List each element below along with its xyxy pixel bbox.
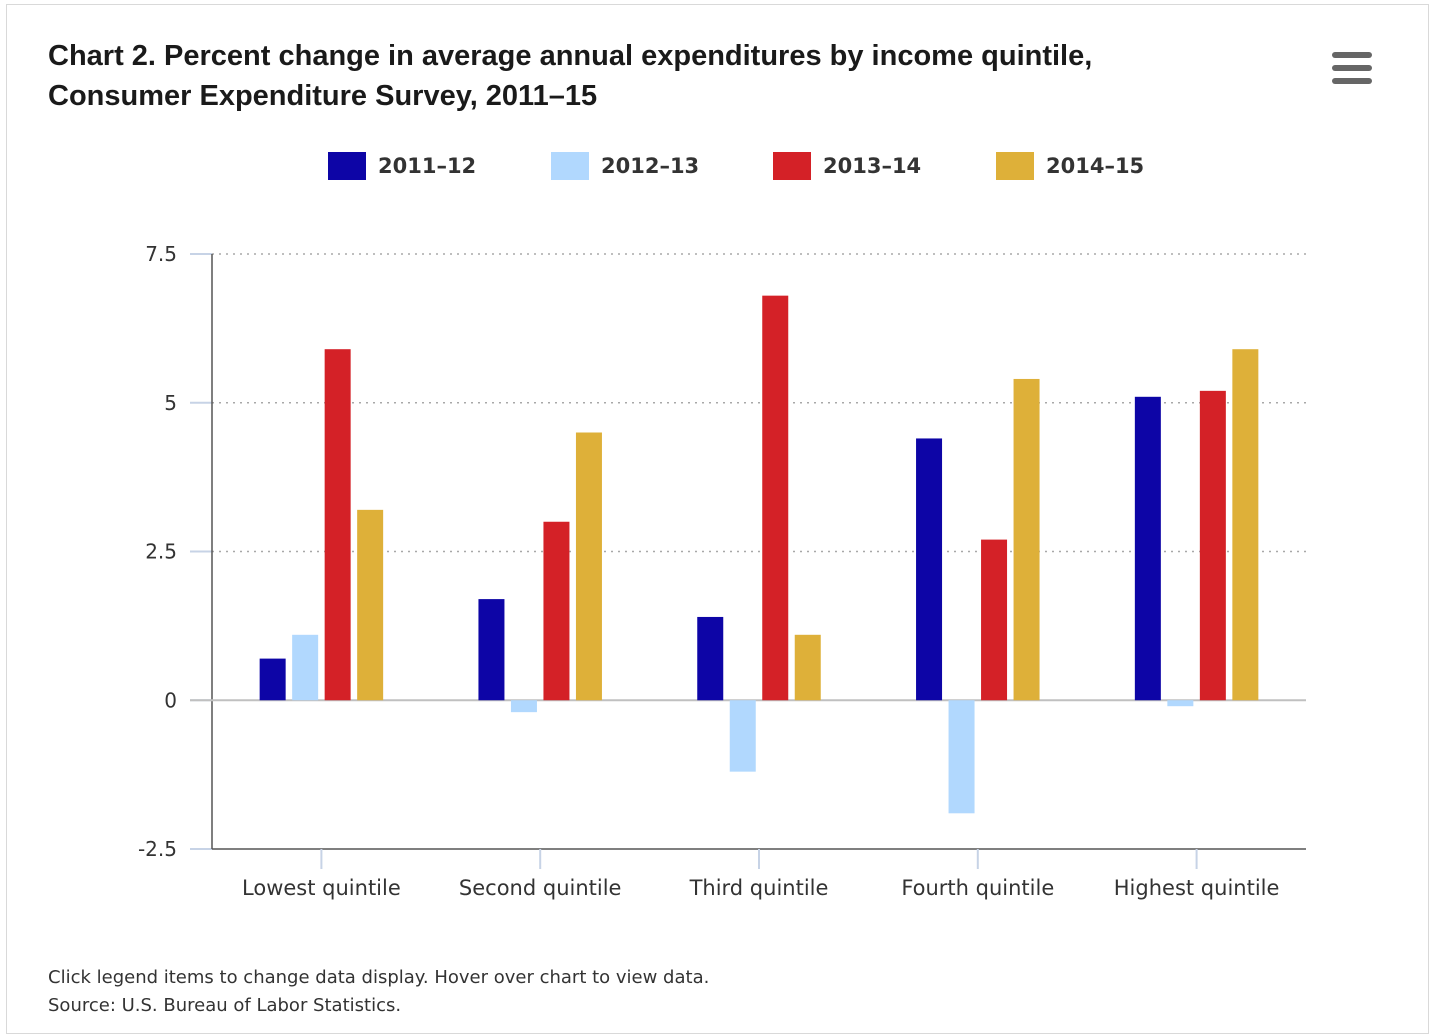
y-tick-label: 7.5 [145,242,177,266]
y-tick-label: 5 [164,391,177,415]
bar-2014–15-highest-quintile[interactable] [1232,349,1259,701]
hamburger-menu-icon[interactable] [1328,50,1374,86]
menu-bar [1332,65,1372,71]
bar-2012–13-lowest-quintile[interactable] [292,634,319,701]
legend-label: 2011–12 [378,154,477,178]
bar-2011–12-lowest-quintile[interactable] [259,658,286,701]
bar-2011–12-third-quintile[interactable] [697,616,724,701]
y-tick-label: 0 [164,688,177,712]
bar-chart-plot[interactable]: -2.5 0 2.5 5 7.5 Lowest quintile Second quinti… [0,0,1433,940]
bar-2012–13-second-quintile[interactable] [510,700,537,713]
bar-2014–15-fourth-quintile[interactable] [1013,378,1040,701]
chart-title: Chart 2. Percent change in average annua… [48,36,1288,116]
x-tick-label: Fourth quintile [901,876,1054,900]
bar-2011–12-fourth-quintile[interactable] [916,438,943,701]
bar-2012–13-fourth-quintile[interactable] [948,700,975,814]
footer-note: Click legend items to change data displa… [48,967,710,988]
bar-2014–15-lowest-quintile[interactable] [357,509,384,701]
chart-legend: 2011–12 2012–13 2013–14 2014–15 [0,148,1433,188]
bar-2012–13-third-quintile[interactable] [729,700,756,772]
legend-swatch [996,152,1034,180]
bar-2013–14-second-quintile[interactable] [543,521,570,701]
x-tick-label: Lowest quintile [242,876,401,900]
legend-swatch [551,152,589,180]
footer-source: Source: U.S. Bureau of Labor Statistics. [48,995,402,1016]
bar-2011–12-highest-quintile[interactable] [1134,396,1161,701]
legend-swatch [328,152,366,180]
legend-label: 2014–15 [1046,154,1145,178]
bar-2013–14-lowest-quintile[interactable] [324,349,351,701]
chart-title-line-1: Chart 2. Percent change in average annua… [48,40,1093,72]
bar-2014–15-second-quintile[interactable] [575,432,602,701]
bar-2014–15-third-quintile[interactable] [794,634,821,701]
x-tick-label: Third quintile [689,876,829,900]
y-tick-label: -2.5 [138,837,177,861]
x-tick-label: Second quintile [459,876,622,900]
bar-2013–14-third-quintile[interactable] [762,295,789,701]
bar-2013–14-highest-quintile[interactable] [1199,390,1226,701]
legend-label: 2012–13 [601,154,700,178]
bar-2013–14-fourth-quintile[interactable] [981,539,1008,701]
menu-bar [1332,52,1372,58]
legend-swatch [773,152,811,180]
bar-2011–12-second-quintile[interactable] [478,599,505,701]
chart-title-line-2: Consumer Expenditure Survey, 2011–15 [48,80,598,112]
legend-label: 2013–14 [823,154,922,178]
x-tick-label: Highest quintile [1114,876,1280,900]
menu-bar [1332,78,1372,84]
bar-2012–13-highest-quintile[interactable] [1167,700,1194,707]
y-tick-label: 2.5 [145,540,177,564]
